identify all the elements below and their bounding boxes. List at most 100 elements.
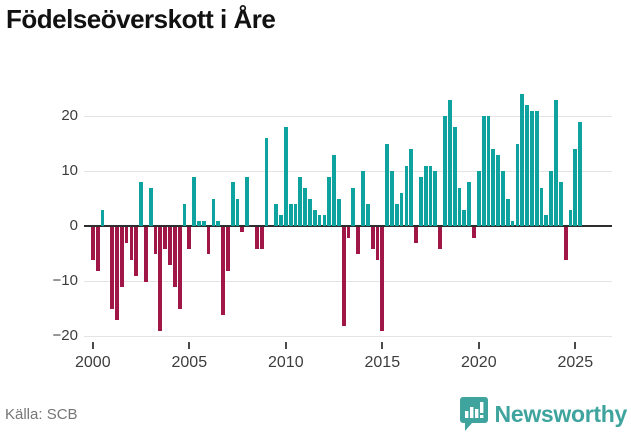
bar-2006Q4 <box>221 227 225 315</box>
bar-2006Q2 <box>211 198 216 226</box>
bar-2019Q1 <box>457 187 462 226</box>
bar-2000Q1 <box>90 227 95 260</box>
bar-2024Q4 <box>568 209 573 226</box>
y-axis-tick-label: 20 <box>61 107 78 125</box>
bar-2012Q1 <box>322 215 327 226</box>
bar-2024Q1 <box>554 99 558 226</box>
bar-2022Q3 <box>525 105 529 226</box>
bar-2018Q3 <box>447 99 452 226</box>
bar-2008Q3 <box>254 227 259 249</box>
bar-2013Q4 <box>356 227 361 255</box>
bar-2019Q2 <box>462 209 467 226</box>
bar-2023Q1 <box>534 110 539 226</box>
bar-2004Q3 <box>177 227 182 310</box>
x-axis-tick <box>91 342 94 349</box>
bar-2023Q2 <box>539 187 544 226</box>
bar-2003Q2 <box>153 227 158 255</box>
bar-2003Q3 <box>158 227 163 332</box>
bar-2021Q3 <box>505 198 510 226</box>
bar-2001Q1 <box>110 227 114 310</box>
x-axis-tick-label: 2020 <box>461 354 497 371</box>
chart-title: Födelseöverskott i Åre <box>6 4 276 34</box>
bar-2011Q2 <box>308 198 312 226</box>
x-axis-tick-label: 2015 <box>364 354 401 371</box>
bar-2015Q2 <box>385 143 390 226</box>
bar-2022Q1 <box>515 143 520 226</box>
x-axis-tick-label: 2010 <box>268 354 304 371</box>
bar-2010Q4 <box>298 176 303 226</box>
newsworthy-badge-icon <box>459 397 488 431</box>
bar-2013Q2 <box>346 227 351 238</box>
x-axis-tick-label: 2000 <box>75 354 111 371</box>
bar-2024Q2 <box>558 182 563 226</box>
bar-2005Q1 <box>187 227 192 249</box>
y-axis-tick-label: 10 <box>61 162 78 180</box>
zero-baseline <box>84 225 612 227</box>
bar-2012Q2 <box>327 176 332 226</box>
bar-2001Q2 <box>115 227 119 321</box>
bar-2011Q3 <box>312 209 317 226</box>
bar-2000Q3 <box>100 209 105 226</box>
bar-2009Q3 <box>274 204 279 226</box>
x-axis-tick <box>477 342 480 349</box>
bar-2014Q4 <box>375 227 380 260</box>
bar-2002Q3 <box>139 182 143 226</box>
bar-2015Q4 <box>394 204 399 226</box>
bar-2016Q3 <box>409 149 414 226</box>
gridline <box>84 116 612 118</box>
bar-2007Q1 <box>226 227 230 271</box>
bar-2017Q1 <box>419 176 423 226</box>
y-axis-tick-label: 0 <box>69 217 78 234</box>
bar-2016Q1 <box>399 193 404 226</box>
bar-2001Q3 <box>119 227 124 288</box>
bar-2000Q2 <box>95 227 100 271</box>
x-axis-tick-label: 2005 <box>171 354 208 371</box>
bar-2014Q1 <box>361 171 365 226</box>
bar-2002Q1 <box>129 227 134 260</box>
gridline <box>84 335 612 337</box>
bar-2007Q2 <box>230 182 235 226</box>
bar-2020Q1 <box>476 171 481 226</box>
bar-2013Q3 <box>351 187 356 226</box>
bar-2017Q2 <box>423 165 428 226</box>
bar-2007Q4 <box>240 227 245 233</box>
gridline <box>84 171 612 173</box>
x-axis-tick <box>284 342 287 349</box>
bar-2025Q1 <box>573 149 578 226</box>
bar-2010Q3 <box>293 204 298 226</box>
bar-2020Q4 <box>491 149 496 226</box>
y-axis-tick-label: −10 <box>52 271 78 289</box>
bar-2015Q1 <box>380 227 385 332</box>
bar-2022Q4 <box>529 110 534 226</box>
bar-2017Q4 <box>433 171 438 226</box>
bar-2018Q2 <box>443 116 447 226</box>
bar-2008Q1 <box>245 176 250 226</box>
bar-2022Q2 <box>520 94 525 226</box>
bar-2005Q3 <box>197 220 201 226</box>
bar-2010Q2 <box>288 204 293 226</box>
bar-2021Q1 <box>496 154 500 226</box>
x-axis-tick <box>381 342 384 349</box>
source-caption: Källa: SCB <box>5 406 78 423</box>
bar-2005Q2 <box>192 176 197 226</box>
bar-2001Q4 <box>124 227 129 244</box>
bar-2009Q1 <box>264 138 269 226</box>
bar-2003Q4 <box>163 227 168 249</box>
bar-2012Q4 <box>336 198 341 226</box>
bar-2013Q1 <box>341 227 346 326</box>
bar-2019Q4 <box>472 227 476 238</box>
bar-2024Q3 <box>563 227 568 260</box>
bar-2009Q4 <box>279 215 283 226</box>
bar-2018Q4 <box>452 127 457 226</box>
bar-2007Q3 <box>235 198 240 226</box>
bar-2025Q2 <box>578 121 583 226</box>
bar-2023Q3 <box>544 215 549 226</box>
bar-2002Q2 <box>134 227 139 277</box>
bar-2019Q3 <box>467 182 472 226</box>
bar-2006Q1 <box>206 227 211 255</box>
bar-2004Q4 <box>182 204 187 226</box>
newsworthy-logo[interactable]: Newsworthy <box>459 396 627 432</box>
bar-2014Q3 <box>370 227 375 249</box>
